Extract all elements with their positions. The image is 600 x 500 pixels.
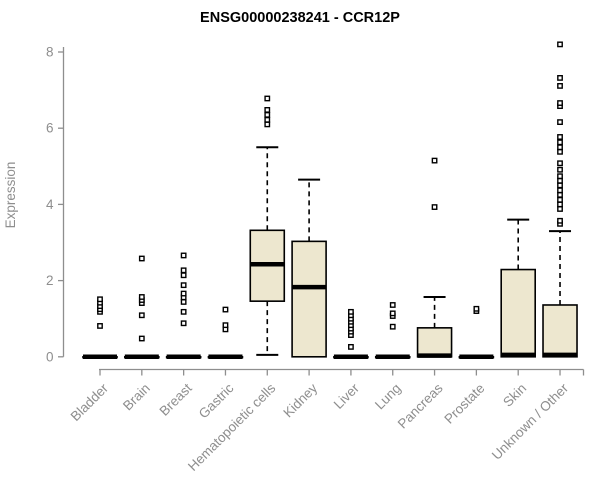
outlier-point — [138, 312, 145, 319]
x-axis-label-kidney: Kidney — [280, 380, 320, 420]
outlier-point — [180, 267, 187, 274]
box-iqr — [500, 268, 537, 358]
y-axis-tick-label: 8 — [46, 45, 54, 60]
outlier-point — [557, 187, 563, 194]
outlier-point — [557, 144, 563, 151]
outlier-point — [180, 320, 187, 327]
outlier-point — [431, 204, 438, 210]
outlier-point — [557, 191, 563, 198]
outlier-point — [389, 323, 396, 330]
outlier-point — [557, 75, 563, 81]
outlier-point — [180, 252, 187, 259]
outlier-point — [557, 119, 563, 126]
x-axis-label-lung: Lung — [372, 381, 404, 413]
boxplot-kidney — [291, 178, 327, 358]
boxplot-hematopoietic-cells — [249, 95, 286, 356]
outlier-point — [180, 299, 187, 305]
outlier-point — [348, 343, 354, 350]
box-iqr — [416, 327, 453, 358]
x-axis-label-breast: Breast — [157, 380, 195, 418]
y-axis-tick-label: 4 — [46, 197, 54, 212]
y-axis-tick-label: 2 — [46, 273, 54, 288]
outlier-point — [97, 323, 103, 329]
outlier-point — [264, 107, 271, 113]
outlier-point — [557, 201, 563, 208]
outlier-point — [557, 134, 563, 140]
x-axis-label-gastric: Gastric — [196, 380, 237, 421]
outlier-point — [389, 302, 396, 308]
y-axis-label: Expression — [3, 162, 18, 229]
outlier-point — [264, 111, 271, 118]
outlier-point — [180, 282, 187, 289]
outlier-point — [431, 157, 438, 164]
boxplot-liver — [333, 308, 369, 360]
y-axis-tick-label: 6 — [46, 121, 54, 136]
outlier-point — [264, 121, 271, 128]
x-axis-label-brain: Brain — [120, 381, 153, 414]
outlier-point — [557, 173, 563, 180]
outlier-point — [557, 160, 563, 167]
x-axis-label-unknown-other: Unknown / Other — [489, 380, 572, 463]
outlier-point — [557, 182, 563, 189]
outlier-point — [264, 116, 271, 123]
outlier-point — [557, 148, 563, 155]
box-iqr — [542, 304, 578, 358]
outlier-point — [97, 296, 103, 303]
x-axis-label-liver: Liver — [331, 380, 363, 412]
outlier-point — [348, 308, 354, 315]
outlier-point — [557, 139, 563, 146]
boxplot-breast — [165, 252, 202, 360]
boxplot-gastric — [207, 306, 244, 360]
outlier-point — [557, 83, 563, 89]
outlier-point — [557, 100, 563, 106]
boxplot-prostate — [458, 305, 495, 360]
outlier-point — [180, 290, 187, 297]
outlier-point — [138, 255, 145, 262]
boxplot-lung — [374, 302, 411, 360]
x-axis-label-prostate: Prostate — [441, 381, 487, 427]
plot-area: 0 2 4 6 8 Bladder Brain Breast GastricHematopoie… — [46, 41, 585, 474]
outlier-point — [557, 206, 563, 212]
outlier-point — [557, 41, 563, 48]
boxplot-pancreas — [416, 157, 453, 358]
boxplot-skin — [500, 218, 537, 358]
x-axis-label-pancreas: Pancreas — [395, 380, 446, 431]
x-axis-label-skin: Skin — [500, 381, 529, 410]
outlier-point — [222, 306, 229, 313]
outlier-point — [138, 294, 145, 300]
chart-title: ENSG00000238241 - CCR12P — [200, 10, 400, 26]
x-axis-label-bladder: Bladder — [68, 380, 112, 424]
boxplot-brain — [124, 255, 160, 360]
outlier-point — [473, 305, 480, 312]
outlier-point — [557, 177, 563, 184]
outlier-point — [180, 272, 187, 279]
outlier-point — [389, 310, 396, 317]
boxplot-bladder — [82, 296, 118, 360]
outlier-point — [222, 322, 229, 329]
outlier-point — [557, 166, 563, 173]
outlier-point — [180, 308, 187, 315]
boxplot-unknown-other — [542, 41, 578, 358]
y-axis-tick-label: 0 — [46, 349, 54, 364]
outlier-point — [138, 335, 145, 342]
outlier-point — [557, 196, 563, 203]
outlier-point — [264, 95, 271, 102]
y-axis: 0 2 4 6 8 — [46, 45, 65, 364]
box-iqr — [291, 240, 327, 358]
outlier-point — [557, 217, 563, 224]
